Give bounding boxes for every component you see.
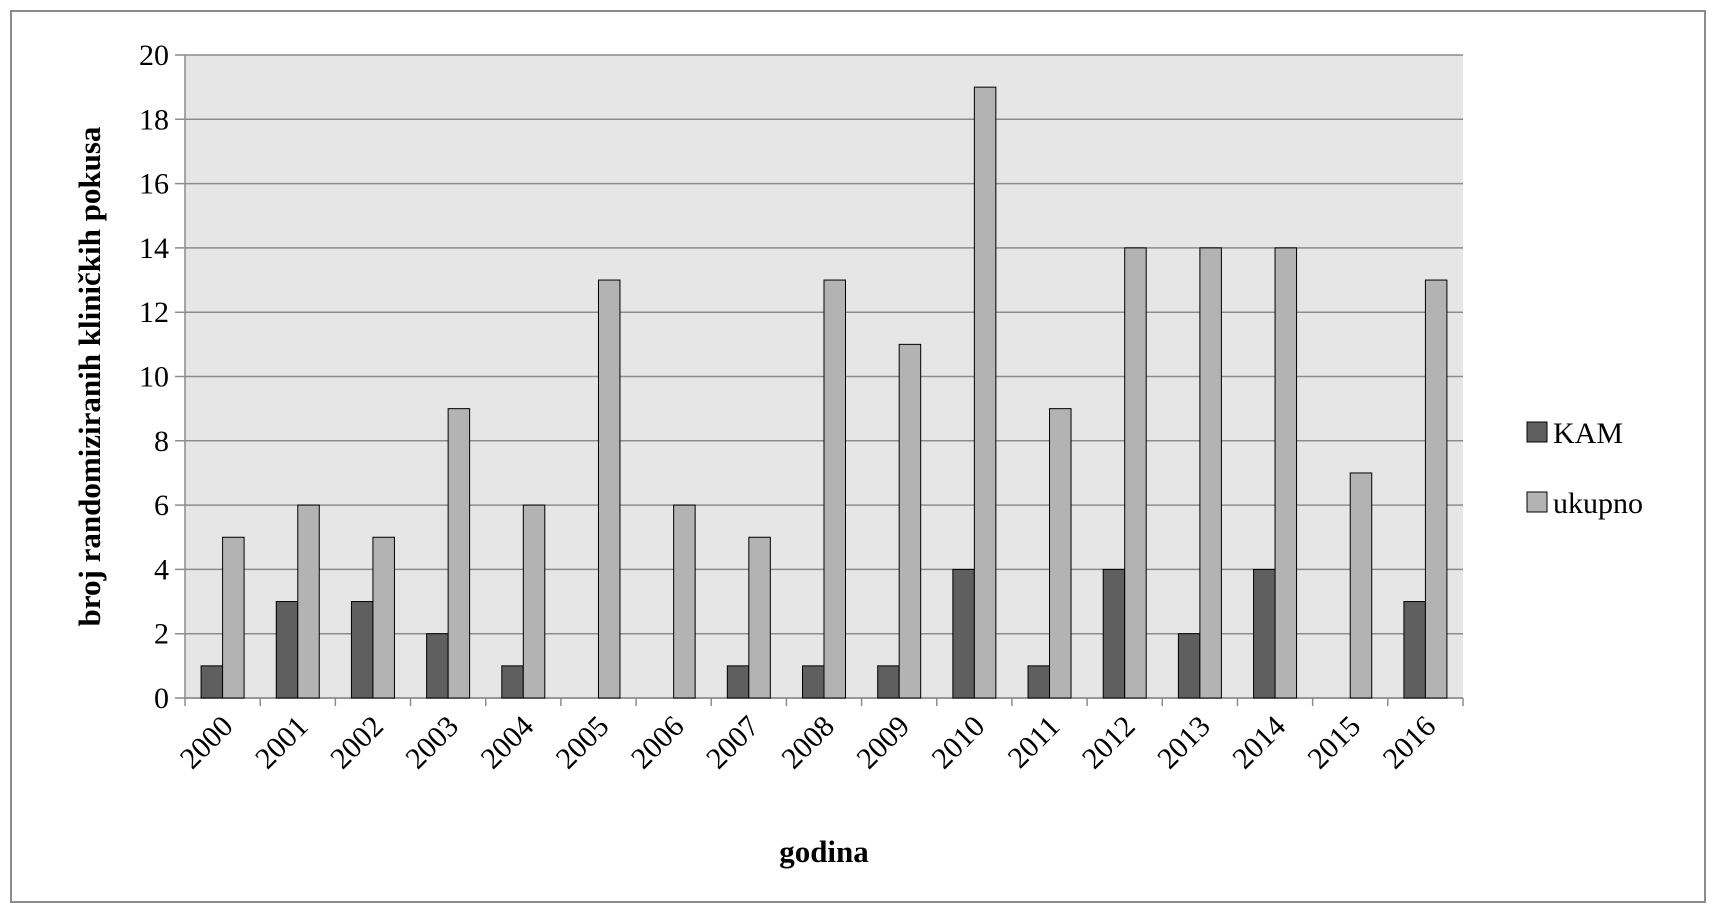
x-tick-label: 2000: [174, 710, 240, 776]
bar-kam-2009: [877, 665, 900, 699]
x-tick-label: 2010: [926, 710, 992, 776]
bar-kam-2001: [275, 601, 299, 699]
bar-ukupno-2011: [1049, 408, 1072, 699]
bar-ukupno-2000: [222, 536, 245, 699]
bar-ukupno-2003: [447, 408, 471, 699]
legend-label-kam: KAM: [1553, 417, 1623, 450]
bar-ukupno-2010: [973, 86, 997, 699]
y-tick-label: 20: [139, 39, 169, 72]
x-tick-label: 2003: [399, 710, 465, 776]
x-tick-label: 2006: [625, 710, 691, 776]
bar-ukupno-2016: [1424, 279, 1448, 699]
x-axis-title: godina: [779, 834, 869, 869]
x-tick-label: 2011: [1002, 710, 1067, 775]
y-tick-label: 16: [139, 168, 169, 201]
y-tick-label: 8: [154, 425, 169, 458]
y-tick-label: 10: [139, 361, 169, 394]
bar-ukupno-2014: [1274, 247, 1298, 699]
x-tick-label: 2014: [1226, 710, 1292, 776]
bar-kam-2010: [952, 568, 975, 699]
bar-ukupno-2012: [1124, 247, 1147, 699]
x-tick-label: 2007: [700, 710, 766, 776]
bar-ukupno-2001: [297, 504, 320, 699]
y-axis-title: broj randomiziranih kliničkih pokusa: [72, 126, 107, 626]
bar-kam-2004: [501, 665, 524, 699]
x-tick-label: 2015: [1301, 710, 1367, 776]
legend-swatch-ukupno: [1526, 491, 1548, 513]
bar-ukupno-2005: [597, 279, 621, 699]
x-tick-label: 2004: [474, 710, 540, 776]
y-tick-label: 6: [154, 489, 169, 522]
y-tick-label: 4: [154, 553, 169, 586]
bar-ukupno-2015: [1349, 472, 1373, 699]
bar-ukupno-2008: [823, 279, 846, 699]
x-tick-label: 2005: [550, 710, 616, 776]
bar-kam-2008: [802, 665, 825, 699]
y-tick-label: 0: [154, 682, 169, 715]
legend-label-ukupno: ukupno: [1553, 487, 1643, 520]
legend-swatch-kam: [1526, 421, 1548, 443]
bar-kam-2002: [350, 601, 374, 699]
bar-ukupno-2006: [673, 504, 696, 699]
x-tick-label: 2002: [324, 710, 390, 776]
bar-kam-2013: [1177, 633, 1201, 699]
x-tick-label: 2008: [775, 710, 841, 776]
bar-ukupno-2004: [522, 504, 546, 699]
bar-ukupno-2007: [748, 536, 771, 699]
y-tick-label: 18: [139, 103, 169, 136]
bar-kam-2016: [1403, 601, 1426, 699]
bar-ukupno-2002: [372, 536, 395, 699]
bar-kam-2014: [1253, 568, 1276, 699]
bar-ukupno-2013: [1199, 247, 1222, 699]
y-tick-label: 12: [139, 296, 169, 329]
bar-kam-2000: [200, 665, 224, 699]
bar-kam-2003: [426, 633, 449, 699]
bar-ukupno-2009: [898, 343, 922, 699]
x-tick-label: 2012: [1076, 710, 1142, 776]
x-tick-label: 2009: [850, 710, 916, 776]
y-tick-label: 2: [154, 618, 169, 651]
x-tick-label: 2001: [249, 710, 315, 776]
x-tick-label: 2013: [1151, 710, 1217, 776]
bar-kam-2011: [1027, 665, 1051, 699]
bar-kam-2007: [726, 665, 750, 699]
bar-kam-2012: [1102, 568, 1126, 699]
y-tick-label: 14: [139, 232, 169, 265]
x-tick-label: 2016: [1377, 710, 1443, 776]
